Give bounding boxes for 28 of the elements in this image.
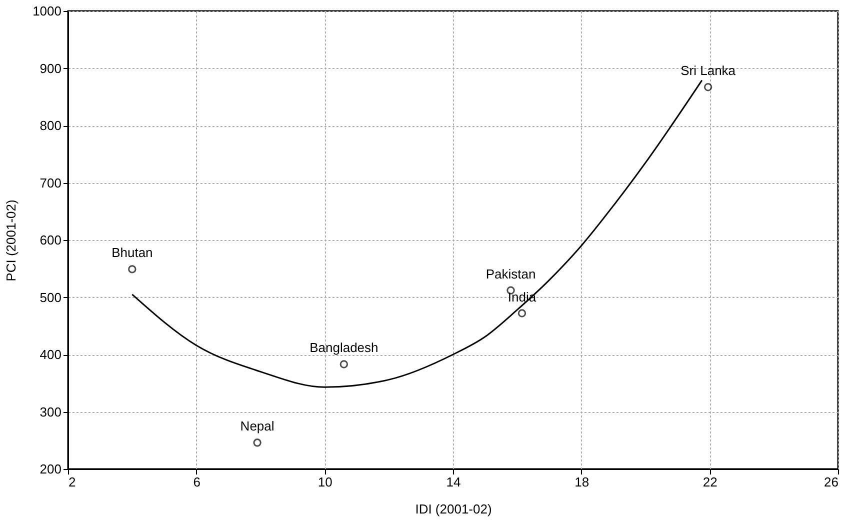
y-tick-label: 500: [40, 290, 62, 305]
x-tick-label: 22: [702, 474, 718, 490]
y-tick-label: 200: [40, 462, 62, 476]
y-tick-label: 400: [40, 347, 62, 362]
y-tick-label: 300: [40, 404, 62, 420]
x-tick-label: 10: [318, 474, 332, 490]
x-tick-label: 6: [193, 474, 200, 490]
x-tick-label: 2: [68, 474, 76, 490]
x-tick-label: 26: [824, 474, 838, 490]
annotation: Nepal: [240, 418, 274, 434]
annotation: Bangladesh: [310, 340, 378, 356]
point: [340, 360, 348, 368]
y-tick-label: 700: [40, 175, 62, 190]
y-axis-title: PCI (2001-02): [4, 200, 19, 282]
y-tick-label: 900: [40, 60, 62, 76]
annotation: Bhutan: [112, 245, 153, 260]
y-tick-label: 800: [40, 118, 62, 133]
x-axis-title: IDI (2001-02): [415, 502, 492, 516]
annotation: Sri Lanka: [680, 63, 736, 78]
x-tick-label: 14: [446, 474, 461, 490]
y-tick-label: 1000: [32, 4, 62, 18]
x-tick-label: 18: [574, 474, 590, 490]
annotation: Pakistan: [486, 266, 536, 282]
point: [518, 309, 526, 318]
point: [128, 265, 136, 274]
y-tick-label: 600: [40, 232, 62, 248]
point: [704, 83, 712, 92]
point: [253, 438, 262, 447]
